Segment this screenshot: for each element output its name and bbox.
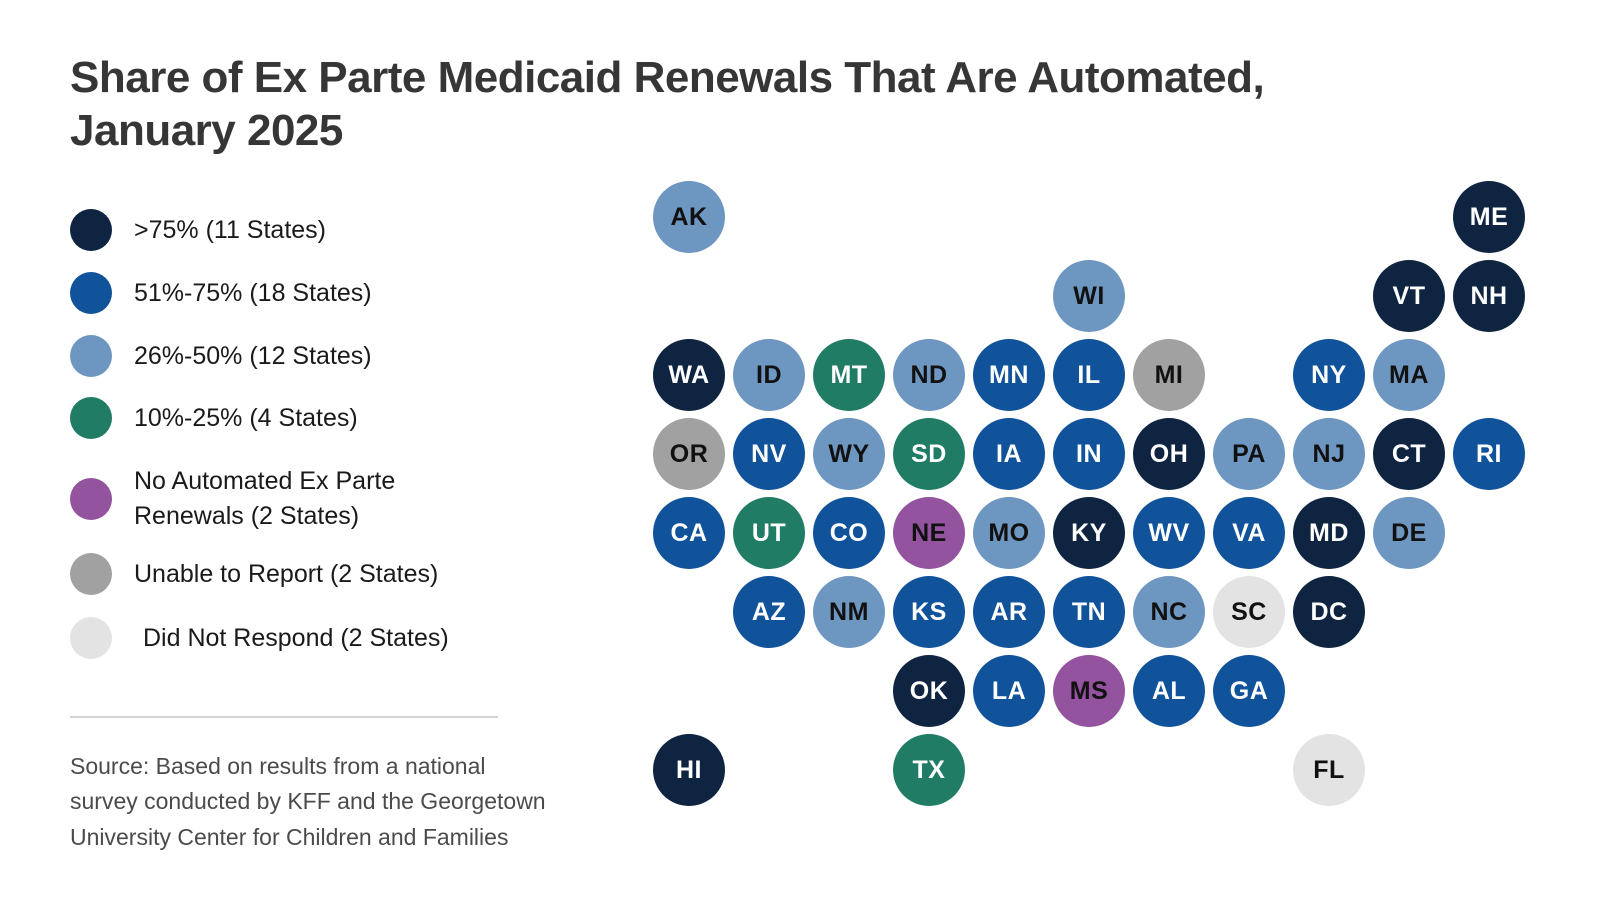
state-circle-wy: WY	[813, 418, 885, 490]
source-line-3: University Center for Children and Famil…	[70, 823, 509, 850]
state-circle-mi: MI	[1133, 339, 1205, 411]
legend-item-26-50: 26%-50% (12 States)	[70, 335, 372, 377]
state-circle-de: DE	[1373, 497, 1445, 569]
source-divider	[70, 716, 498, 718]
state-circle-sd: SD	[893, 418, 965, 490]
state-circle-ky: KY	[1053, 497, 1125, 569]
chart-title-line-1: Share of Ex Parte Medicaid Renewals That…	[70, 53, 1265, 102]
state-circle-ne: NE	[893, 497, 965, 569]
state-circle-fl: FL	[1293, 734, 1365, 806]
state-circle-va: VA	[1213, 497, 1285, 569]
legend-swatch-51-75	[70, 272, 112, 314]
state-circle-mn: MN	[973, 339, 1045, 411]
state-circle-il: IL	[1053, 339, 1125, 411]
state-circle-az: AZ	[733, 576, 805, 648]
state-circle-dc: DC	[1293, 576, 1365, 648]
legend-label-gt-75: >75% (11 States)	[134, 215, 327, 244]
state-circle-ca: CA	[653, 497, 725, 569]
state-circle-oh: OH	[1133, 418, 1205, 490]
state-circle-vt: VT	[1373, 260, 1445, 332]
state-circle-me: ME	[1453, 181, 1525, 253]
legend-item-did-not-respond: Did Not Respond (2 States)	[70, 617, 449, 659]
legend-swatch-did-not-respond	[70, 617, 112, 659]
state-circle-ar: AR	[973, 576, 1045, 648]
state-circle-nh: NH	[1453, 260, 1525, 332]
legend-item-no-automated: No Automated Ex Parte Renewals (2 States…	[70, 464, 479, 534]
source-line-2: survey conducted by KFF and the Georgeto…	[70, 788, 546, 815]
state-circle-ri: RI	[1453, 418, 1525, 490]
state-circle-nd: ND	[893, 339, 965, 411]
source-line-1: Source: Based on results from a national	[70, 753, 486, 779]
state-circle-al: AL	[1133, 655, 1205, 727]
state-circle-tn: TN	[1053, 576, 1125, 648]
legend-swatch-26-50	[70, 335, 112, 377]
state-circle-mt: MT	[813, 339, 885, 411]
legend-item-51-75: 51%-75% (18 States)	[70, 272, 372, 314]
state-circle-wa: WA	[653, 339, 725, 411]
state-circle-tx: TX	[893, 734, 965, 806]
state-circle-md: MD	[1293, 497, 1365, 569]
state-circle-ma: MA	[1373, 339, 1445, 411]
state-circle-ny: NY	[1293, 339, 1365, 411]
state-circle-ks: KS	[893, 576, 965, 648]
legend-label-unable-to-report: Unable to Report (2 States)	[134, 559, 439, 588]
chart-title: Share of Ex Parte Medicaid Renewals That…	[70, 52, 1265, 158]
state-circle-or: OR	[653, 418, 725, 490]
legend-label-10-25: 10%-25% (4 States)	[134, 403, 358, 432]
source-note: Source: Based on results from a national…	[70, 749, 546, 855]
state-circle-ut: UT	[733, 497, 805, 569]
legend-swatch-gt-75	[70, 209, 112, 251]
state-circle-la: LA	[973, 655, 1045, 727]
state-circle-hi: HI	[653, 734, 725, 806]
legend-label-26-50: 26%-50% (12 States)	[134, 341, 372, 370]
state-circle-nc: NC	[1133, 576, 1205, 648]
state-circle-pa: PA	[1213, 418, 1285, 490]
legend-swatch-unable-to-report	[70, 553, 112, 595]
state-circle-wv: WV	[1133, 497, 1205, 569]
state-circle-ok: OK	[893, 655, 965, 727]
legend-label-no-automated: No Automated Ex Parte Renewals (2 States…	[134, 467, 396, 530]
legend-item-gt-75: >75% (11 States)	[70, 209, 326, 251]
state-circle-sc: SC	[1213, 576, 1285, 648]
state-circle-nm: NM	[813, 576, 885, 648]
state-circle-nj: NJ	[1293, 418, 1365, 490]
legend-item-10-25: 10%-25% (4 States)	[70, 397, 358, 439]
legend-label-51-75: 51%-75% (18 States)	[134, 278, 372, 307]
legend-swatch-10-25	[70, 397, 112, 439]
legend-item-unable-to-report: Unable to Report (2 States)	[70, 553, 438, 595]
state-circle-mo: MO	[973, 497, 1045, 569]
state-circle-ia: IA	[973, 418, 1045, 490]
state-circle-wi: WI	[1053, 260, 1125, 332]
state-circle-ct: CT	[1373, 418, 1445, 490]
legend-swatch-no-automated	[70, 478, 112, 520]
state-circle-ga: GA	[1213, 655, 1285, 727]
state-circle-ms: MS	[1053, 655, 1125, 727]
legend-label-did-not-respond: Did Not Respond (2 States)	[143, 623, 449, 652]
chart-title-line-2: January 2025	[70, 105, 343, 155]
state-circle-in: IN	[1053, 418, 1125, 490]
state-circle-ak: AK	[653, 181, 725, 253]
state-circle-nv: NV	[733, 418, 805, 490]
state-circle-co: CO	[813, 497, 885, 569]
state-circle-id: ID	[733, 339, 805, 411]
